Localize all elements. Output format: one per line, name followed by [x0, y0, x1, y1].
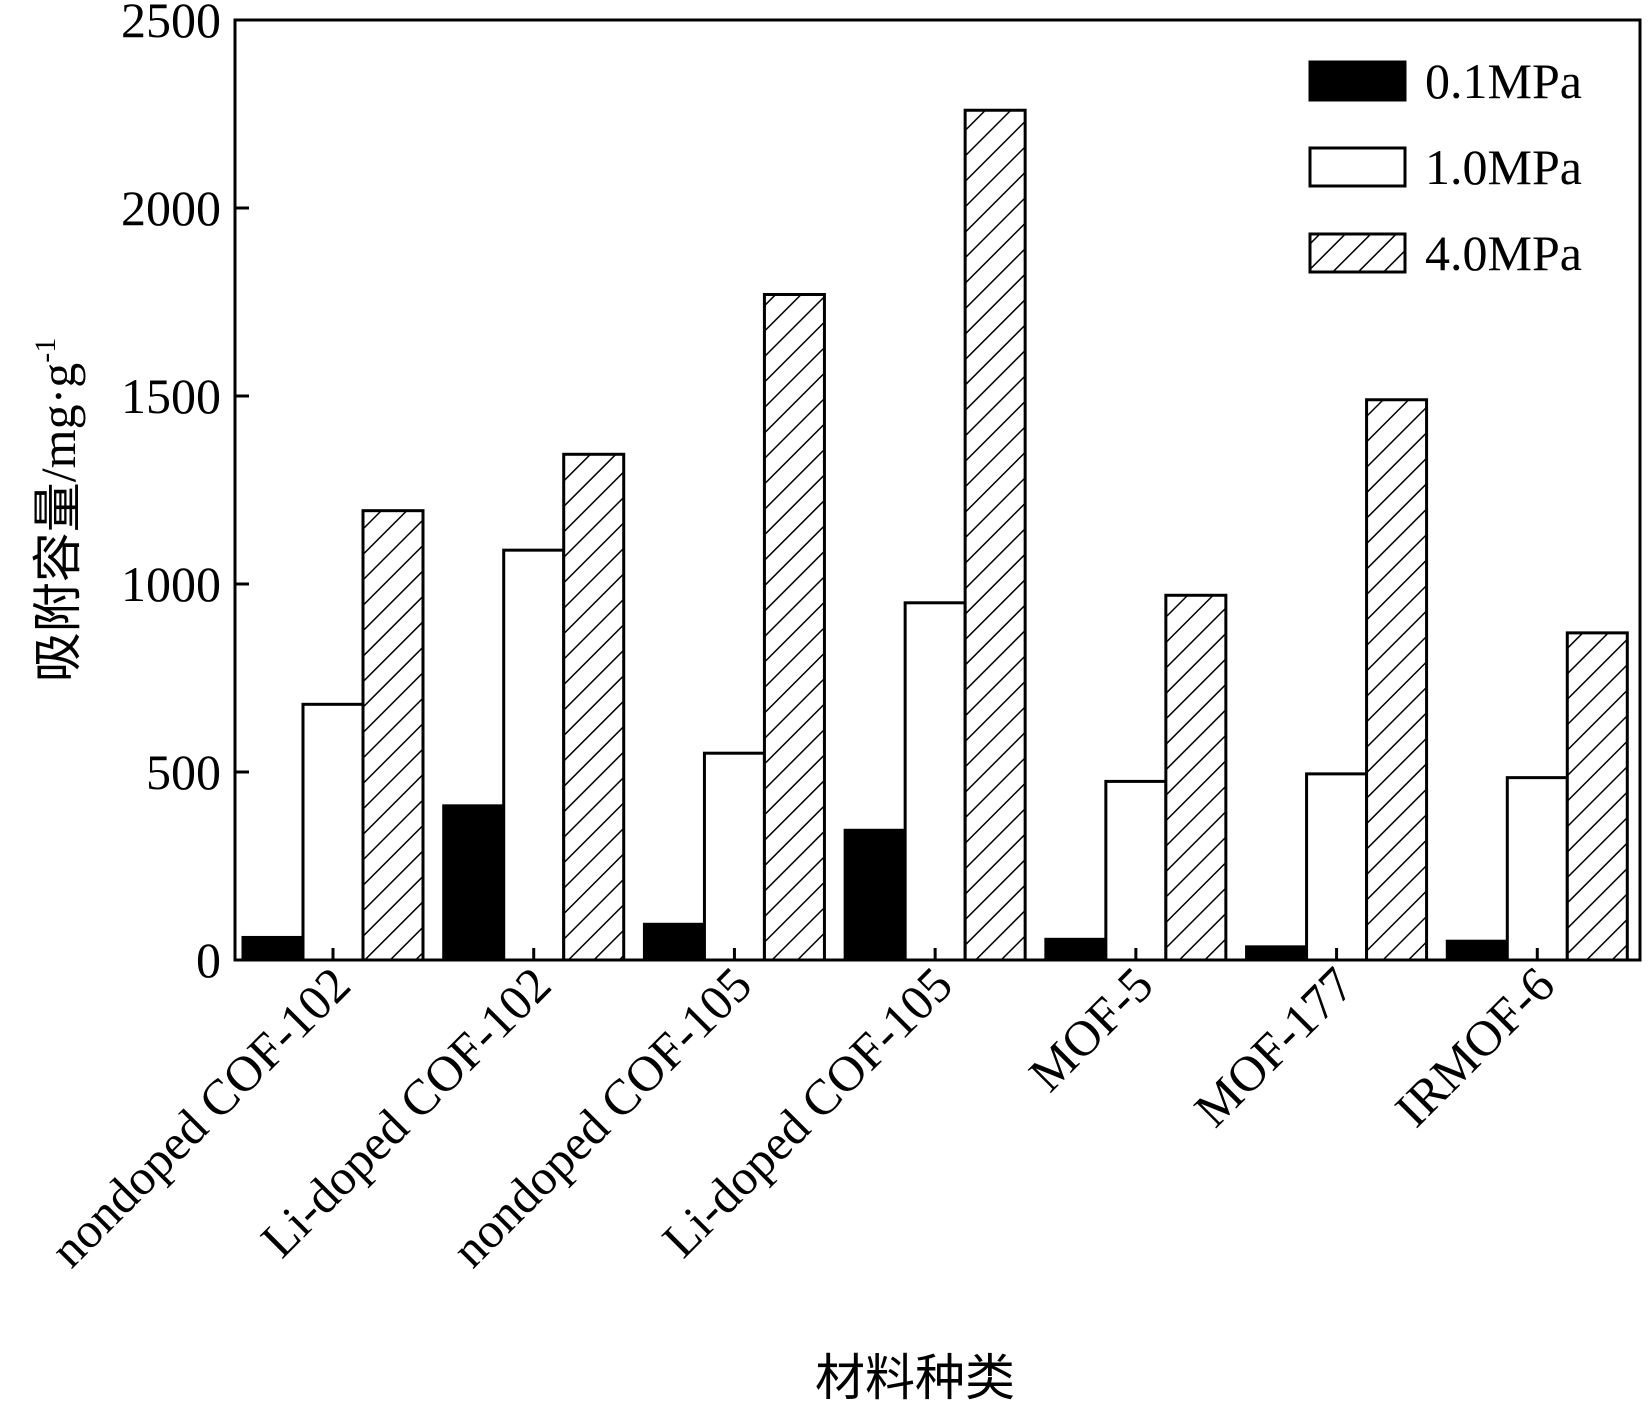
- bar-1-0: [442, 804, 506, 962]
- bar-1-2: [562, 452, 626, 962]
- bars: [241, 108, 1629, 962]
- y-tick-label-0: 0: [196, 932, 221, 988]
- category-label-4: MOF-5: [1018, 956, 1164, 1102]
- y-tick-label-1: 500: [146, 744, 221, 800]
- bar-2-0: [642, 922, 706, 962]
- bar-6-2: [1565, 631, 1629, 962]
- bar-3-0: [843, 828, 907, 962]
- x-axis-title: 材料种类: [815, 1350, 1015, 1406]
- y-tick-label-2: 1000: [121, 556, 221, 612]
- y-axis-title-main: 吸附容量/mg·g: [30, 363, 86, 682]
- y-tick-label-4: 2000: [121, 180, 221, 236]
- legend-label-0: 0.1MPa: [1425, 53, 1582, 109]
- bar-3-1: [903, 601, 967, 962]
- category-label-5: MOF-177: [1183, 956, 1364, 1137]
- legend-swatch-0: [1308, 60, 1407, 102]
- bar-6-0: [1445, 939, 1509, 962]
- bar-0-1: [301, 702, 365, 962]
- bar-4-1: [1104, 779, 1168, 962]
- legend-swatch-2: [1308, 232, 1407, 274]
- bar-4-0: [1044, 937, 1108, 962]
- y-tick-label-3: 1500: [121, 368, 221, 424]
- legend-label-2: 4.0MPa: [1425, 225, 1582, 281]
- legend: 0.1MPa 1.0MPa 4.0MPa: [1308, 53, 1582, 281]
- bar-5-0: [1245, 945, 1309, 962]
- y-tick-label-5: 2500: [121, 0, 221, 48]
- y-axis-title: 吸附容量/mg·g-1: [29, 338, 86, 682]
- legend-label-1: 1.0MPa: [1425, 139, 1582, 195]
- bar-0-2: [361, 509, 425, 962]
- bar-0-0: [241, 935, 305, 962]
- bar-3-2: [963, 108, 1027, 962]
- y-axis: 0 500 1000 1500 2000 2500: [121, 0, 249, 988]
- bar-4-2: [1164, 593, 1228, 962]
- bar-6-1: [1505, 776, 1569, 962]
- bar-5-2: [1365, 398, 1429, 962]
- legend-swatch-1: [1308, 146, 1407, 188]
- y-axis-title-superscript: -1: [29, 338, 62, 363]
- category-label-6: IRMOF-6: [1384, 956, 1565, 1137]
- bar-1-1: [502, 548, 566, 962]
- bar-2-2: [762, 292, 826, 962]
- bar-2-1: [702, 751, 766, 962]
- bar-5-1: [1305, 772, 1369, 962]
